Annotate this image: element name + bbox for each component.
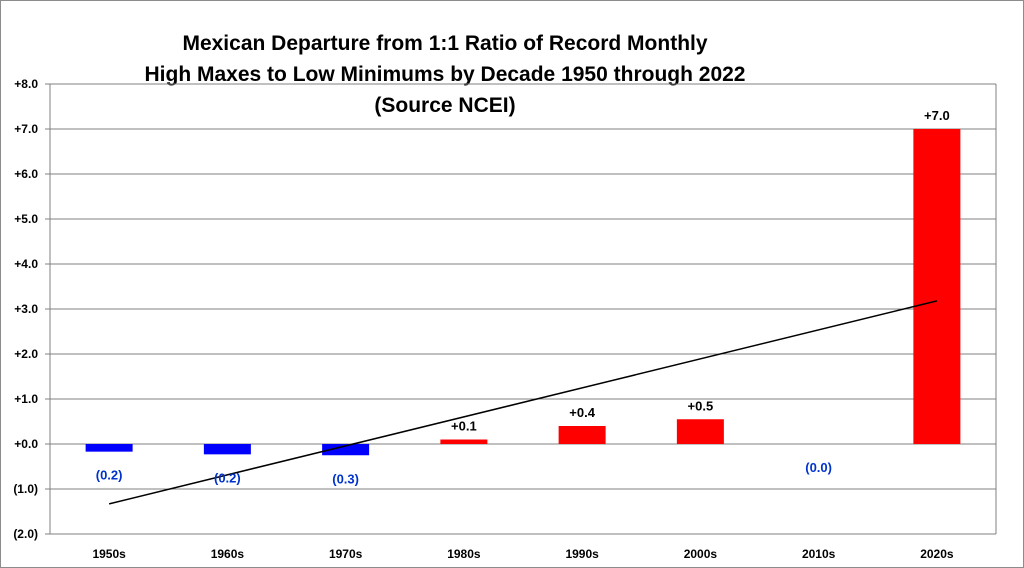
data-label: (0.2) <box>96 468 123 483</box>
data-label: (0.0) <box>805 460 832 475</box>
gridlines <box>50 83 996 535</box>
bar-1950s <box>85 444 133 452</box>
x-tick-label: 1980s <box>447 547 481 561</box>
x-tick-label: 1960s <box>211 547 245 561</box>
data-label: (0.2) <box>214 470 241 485</box>
y-tick-label: +0.0 <box>14 437 38 451</box>
title-line-1: Mexican Departure from 1:1 Ratio of Reco… <box>182 32 708 55</box>
data-label: +0.4 <box>569 405 595 420</box>
bar-1960s <box>203 444 251 455</box>
y-tick-label: +3.0 <box>14 302 38 316</box>
y-tick-label: +6.0 <box>14 167 38 181</box>
x-tick-label: 1990s <box>565 547 599 561</box>
bar-2000s <box>676 419 724 444</box>
x-tick-label: 2020s <box>920 547 954 561</box>
bar-1990s <box>558 426 606 444</box>
x-tick-label: 1950s <box>92 547 126 561</box>
y-tick-label: +7.0 <box>14 122 38 136</box>
data-labels: (0.2) (0.2) (0.3) +0.1 +0.4 +0.5 (0.0) +7.0 <box>96 108 950 486</box>
data-label: +0.1 <box>451 419 477 434</box>
y-tick-label: +4.0 <box>14 257 38 271</box>
y-tick-label: +8.0 <box>14 77 38 91</box>
x-tick-label: 1970s <box>329 547 363 561</box>
title-line-2: High Maxes to Low Minimums by Decade 195… <box>144 63 746 86</box>
chart-title: Mexican Departure from 1:1 Ratio of Reco… <box>60 28 830 121</box>
bars <box>85 129 961 456</box>
y-tick-label: +1.0 <box>14 392 38 406</box>
data-label: +0.5 <box>688 398 714 413</box>
data-label: +7.0 <box>924 108 950 123</box>
y-tick-label: (1.0) <box>13 482 38 496</box>
x-tick-label: 2010s <box>802 547 836 561</box>
trendline <box>108 300 938 505</box>
title-line-3: (Source NCEI) <box>374 94 516 117</box>
trendline-group <box>108 300 938 505</box>
data-label: (0.3) <box>332 471 359 486</box>
y-axis: +8.0 +7.0 +6.0 +5.0 +4.0 +3.0 +2.0 +1.0 +0.0 (1.0… <box>13 77 997 541</box>
bar-1970s <box>322 444 370 456</box>
y-tick-label: (2.0) <box>13 527 38 541</box>
bar-2020s <box>913 129 961 444</box>
y-tick-label: +5.0 <box>14 212 38 226</box>
bar-1980s <box>440 439 488 444</box>
y-tick-label: +2.0 <box>14 347 38 361</box>
x-axis: 1950s 1960s 1970s 1980s 1990s 2000s 2010s 2020s <box>92 547 953 561</box>
x-tick-label: 2000s <box>684 547 718 561</box>
